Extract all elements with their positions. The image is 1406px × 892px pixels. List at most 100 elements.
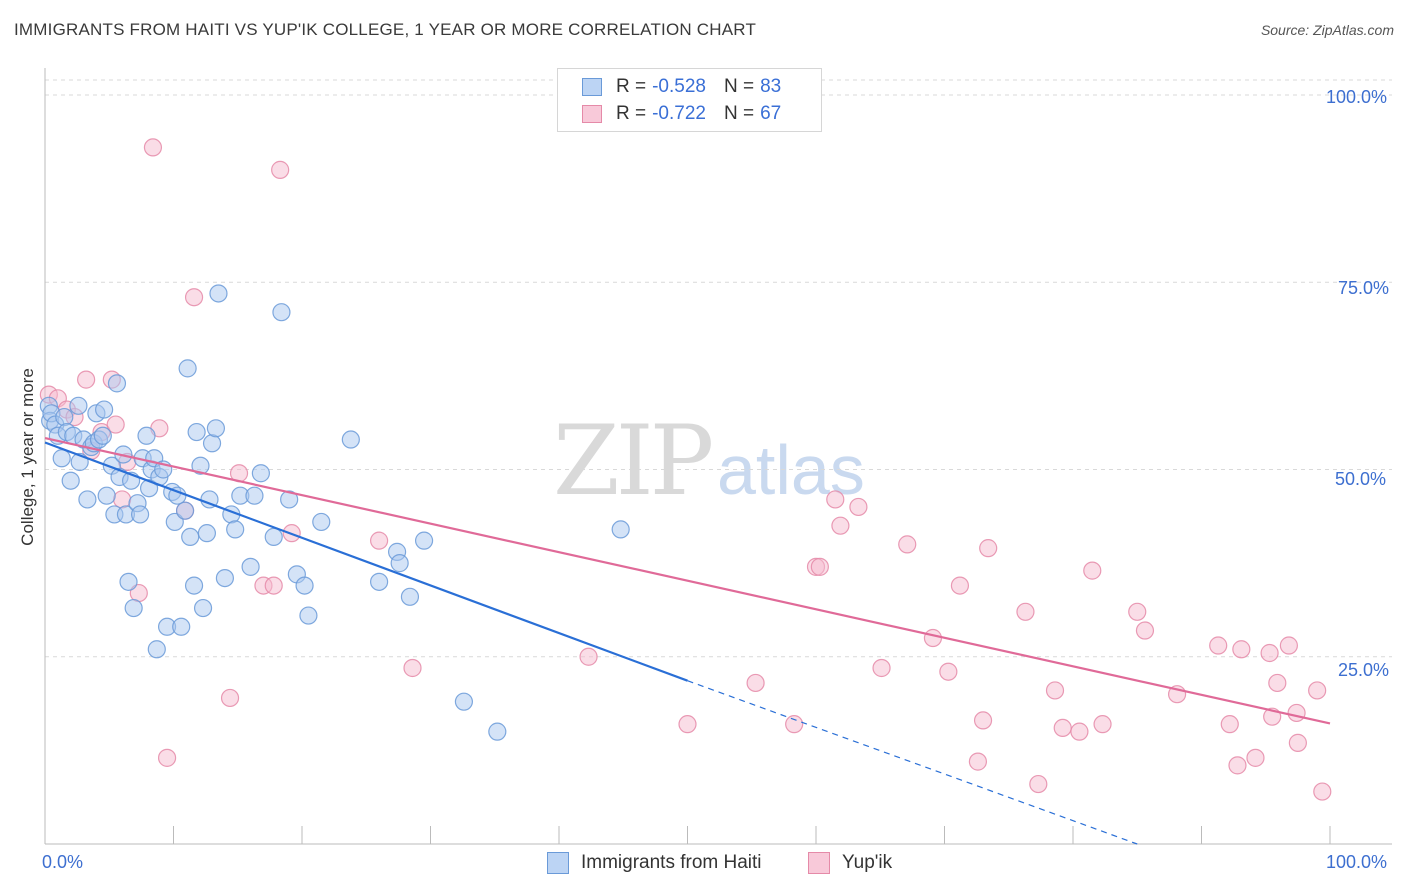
haiti-point xyxy=(187,422,206,442)
yupik-point xyxy=(1053,718,1072,738)
haiti-point xyxy=(454,692,474,711)
haiti-point xyxy=(341,430,360,449)
yupik-point xyxy=(1016,602,1035,621)
y-tick-label: 75.0% xyxy=(1338,278,1390,298)
y-tick-label: 100.0% xyxy=(1326,87,1388,107)
yupik-point xyxy=(849,497,868,517)
haiti-point xyxy=(107,374,127,393)
legend-row-haiti: R = -0.528 N = 83 xyxy=(582,75,781,99)
legend-r-value: -0.528 xyxy=(652,76,706,97)
haiti-point xyxy=(245,486,264,505)
yupik-point xyxy=(264,576,283,595)
legend-r-label: R = xyxy=(616,76,647,97)
yupik-point xyxy=(678,715,697,734)
yupik-point xyxy=(1029,774,1048,794)
haiti-point xyxy=(52,449,71,468)
yupik-point xyxy=(157,748,177,767)
y-tick-label: 25.0% xyxy=(1338,660,1390,680)
yupik-point xyxy=(1128,602,1147,621)
yupik-point xyxy=(1093,715,1112,734)
yupik-point xyxy=(939,662,958,681)
haiti-point xyxy=(181,527,200,547)
yupik-point xyxy=(746,673,765,693)
haiti-point xyxy=(280,490,299,509)
haiti-point xyxy=(197,524,217,543)
yupik-point xyxy=(77,370,96,389)
haiti-point xyxy=(312,512,331,532)
yupik-point xyxy=(112,490,132,509)
haiti-point xyxy=(264,527,283,547)
haiti-point xyxy=(414,531,434,550)
yupik-point xyxy=(403,658,422,678)
haiti-point xyxy=(226,520,245,539)
yupik-point xyxy=(106,415,125,434)
haiti-point xyxy=(299,606,318,625)
yupik-point xyxy=(1083,561,1102,580)
yupik-point xyxy=(1135,621,1155,640)
yupik-point xyxy=(785,715,804,734)
yupik-point xyxy=(370,531,389,550)
yupik-point xyxy=(831,516,850,535)
legend-swatch-blue xyxy=(582,78,602,96)
legend-swatch-pink xyxy=(808,852,830,874)
haiti-point xyxy=(97,486,116,505)
legend-row-yupik: R = -0.722 N = 67 xyxy=(582,102,781,126)
legend-series-label: Yup'ik xyxy=(842,852,893,873)
yupik-point xyxy=(923,628,943,648)
yupik-point xyxy=(1260,643,1279,663)
legend-swatch-blue xyxy=(547,852,569,874)
yupik-point xyxy=(143,138,163,157)
haiti-point xyxy=(119,572,138,591)
haiti-point xyxy=(193,598,213,618)
yupik-point xyxy=(872,658,891,678)
legend-n-value: 67 xyxy=(760,103,782,124)
haiti-point xyxy=(611,520,630,539)
yupik-point xyxy=(1268,673,1287,693)
yupik-point xyxy=(1288,733,1307,752)
haiti-point xyxy=(209,284,228,303)
haiti-point xyxy=(215,568,234,588)
haiti-point xyxy=(172,617,191,636)
yupik-point xyxy=(1287,703,1306,723)
haiti-point xyxy=(178,359,197,378)
haiti-trend-line xyxy=(44,441,688,682)
watermark-zip: ZIP xyxy=(553,405,714,517)
legend-n-value: 83 xyxy=(760,76,782,97)
yupik-point xyxy=(950,576,970,595)
legend-n-label: N = xyxy=(723,103,755,124)
haiti-point xyxy=(139,479,159,498)
yupik-point xyxy=(979,539,998,558)
legend-r-value: -0.722 xyxy=(652,103,706,124)
yupik-point xyxy=(1045,681,1065,700)
x-tick-label: 0.0% xyxy=(42,852,84,872)
haiti-point xyxy=(295,576,314,595)
yupik-trend-line xyxy=(44,436,1331,725)
haiti-point xyxy=(272,303,291,322)
yupik-point xyxy=(1070,722,1089,741)
chart-title: IMMIGRANTS FROM HAITI VS YUP'IK COLLEGE,… xyxy=(14,20,757,39)
haiti-point xyxy=(390,554,409,573)
haiti-point xyxy=(137,426,156,445)
haiti-point xyxy=(400,587,420,606)
bottom-legend-yupik: Yup'ik xyxy=(808,852,892,874)
yupik-point xyxy=(898,535,917,554)
legend-r-label: R = xyxy=(616,103,647,124)
y-axis-label: College, 1 year or more xyxy=(18,368,37,546)
haiti-point xyxy=(191,456,210,475)
haiti-point xyxy=(147,640,166,659)
yupik-point xyxy=(968,752,988,771)
haiti-trend-extension xyxy=(687,680,1138,845)
haiti-point xyxy=(165,512,184,532)
yupik-point xyxy=(1232,640,1251,659)
haiti-point xyxy=(78,490,97,509)
haiti-point xyxy=(95,400,114,419)
yupik-point xyxy=(1308,681,1327,700)
haiti-point xyxy=(206,419,226,438)
haiti-point xyxy=(69,396,88,415)
source-label: Source: ZipAtlas.com xyxy=(1260,22,1394,38)
yupik-point xyxy=(1220,715,1239,734)
stats-legend: R = -0.528 N = 83 R = -0.722 N = 67 xyxy=(557,68,822,132)
y-tick-label: 50.0% xyxy=(1335,469,1387,489)
haiti-point xyxy=(61,471,80,490)
